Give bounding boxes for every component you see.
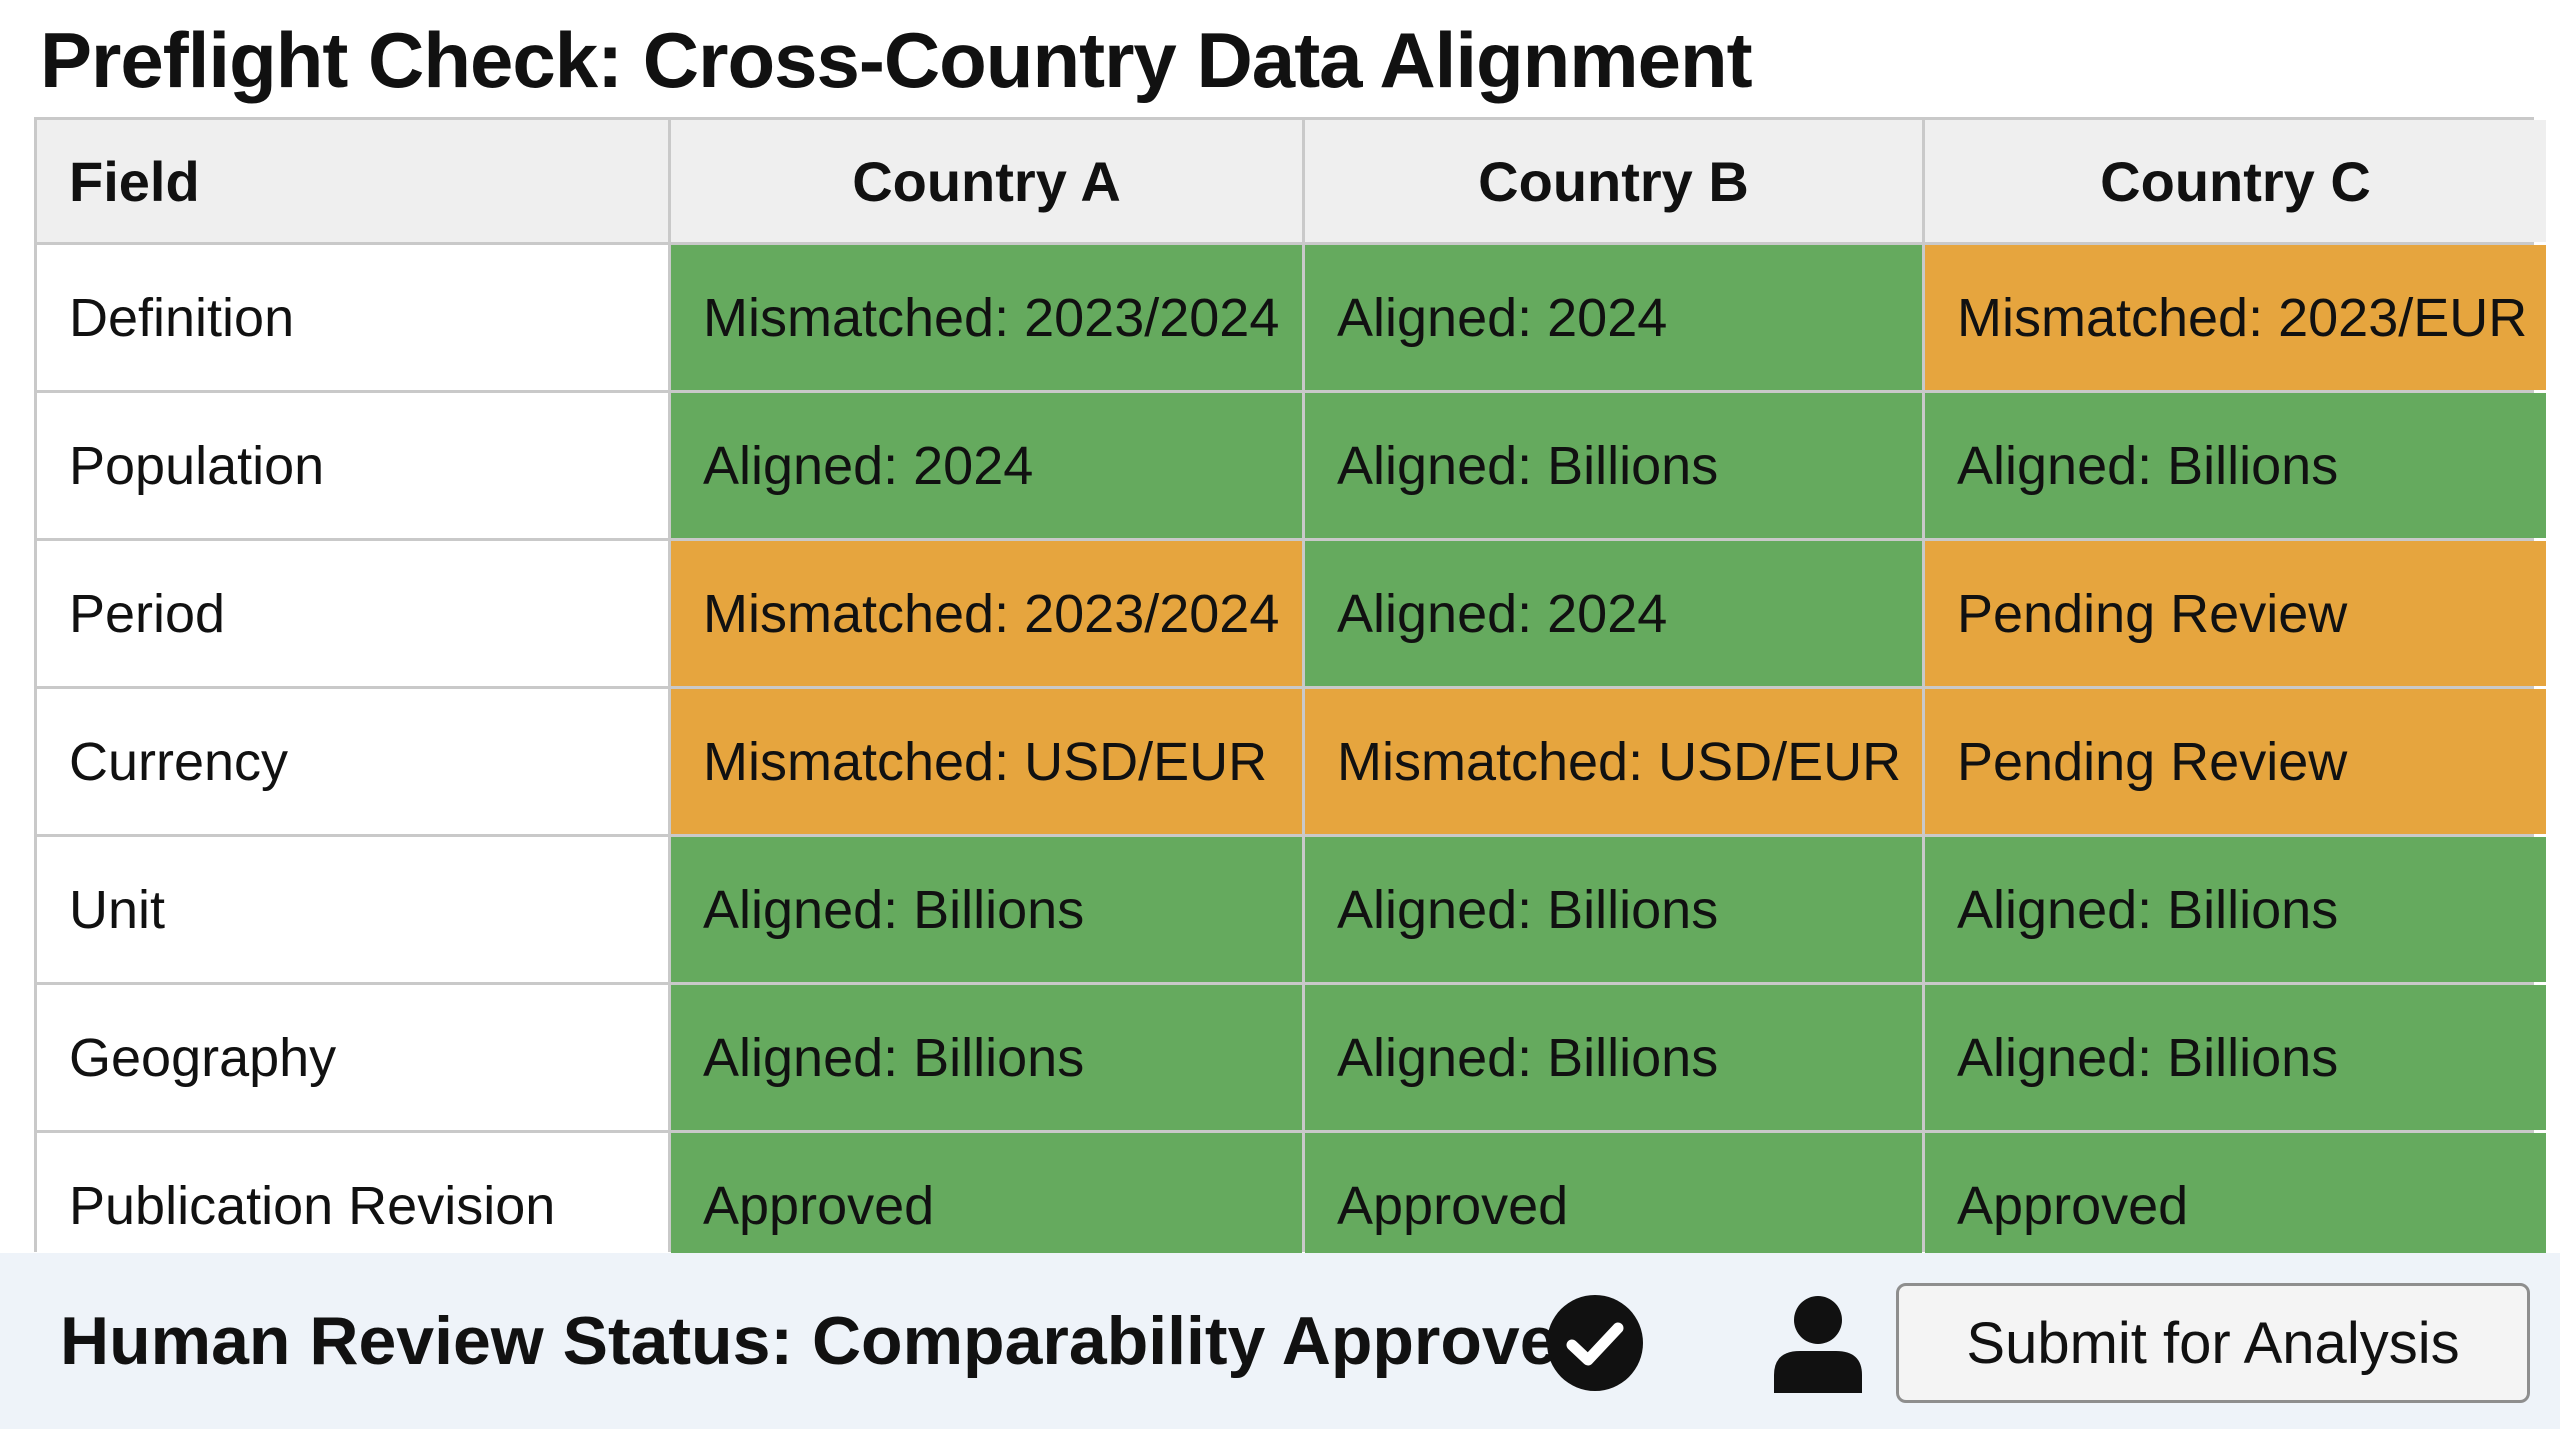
status-cell: Aligned: Billions	[1925, 985, 2546, 1130]
row-field-label: Currency	[37, 689, 668, 834]
status-cell: Aligned: Billions	[1925, 837, 2546, 982]
alignment-table: Field Country A Country B Country C Defi…	[34, 117, 2546, 1278]
status-cell: Aligned: 2024	[1305, 541, 1922, 686]
status-cell: Aligned: Billions	[1305, 393, 1922, 538]
status-cell: Mismatched: USD/EUR	[1305, 689, 1922, 834]
status-cell: Mismatched: 2023/2024	[671, 541, 1302, 686]
row-field-label: Geography	[37, 985, 668, 1130]
status-cell: Aligned: Billions	[1925, 393, 2546, 538]
status-cell: Pending Review	[1925, 541, 2546, 686]
row-field-label: Population	[37, 393, 668, 538]
column-header-country-a: Country A	[671, 120, 1302, 242]
status-cell: Pending Review	[1925, 689, 2546, 834]
column-header-country-b: Country B	[1305, 120, 1922, 242]
submit-for-analysis-button[interactable]: Submit for Analysis	[1896, 1283, 2530, 1403]
column-header-country-c: Country C	[1925, 120, 2546, 242]
row-field-label: Definition	[37, 245, 668, 390]
status-cell: Aligned: Billions	[1305, 837, 1922, 982]
row-field-label: Period	[37, 541, 668, 686]
status-cell: Aligned: Billions	[1305, 985, 1922, 1130]
page-title: Preflight Check: Cross-Country Data Alig…	[40, 16, 1753, 104]
status-cell: Aligned: Billions	[671, 837, 1302, 982]
status-cell: Mismatched: USD/EUR	[671, 689, 1302, 834]
row-field-label: Unit	[37, 837, 668, 982]
human-review-status: Human Review Status: Comparability Appro…	[60, 1303, 1600, 1379]
column-header-field: Field	[37, 120, 668, 242]
check-circle-icon	[1547, 1295, 1643, 1391]
review-footer: Human Review Status: Comparability Appro…	[0, 1253, 2560, 1429]
status-cell: Aligned: 2024	[1305, 245, 1922, 390]
status-cell: Mismatched: 2023/2024	[671, 245, 1302, 390]
status-cell: Aligned: Billions	[671, 985, 1302, 1130]
status-cell: Mismatched: 2023/EUR	[1925, 245, 2546, 390]
user-icon	[1774, 1296, 1862, 1393]
status-cell: Aligned: 2024	[671, 393, 1302, 538]
